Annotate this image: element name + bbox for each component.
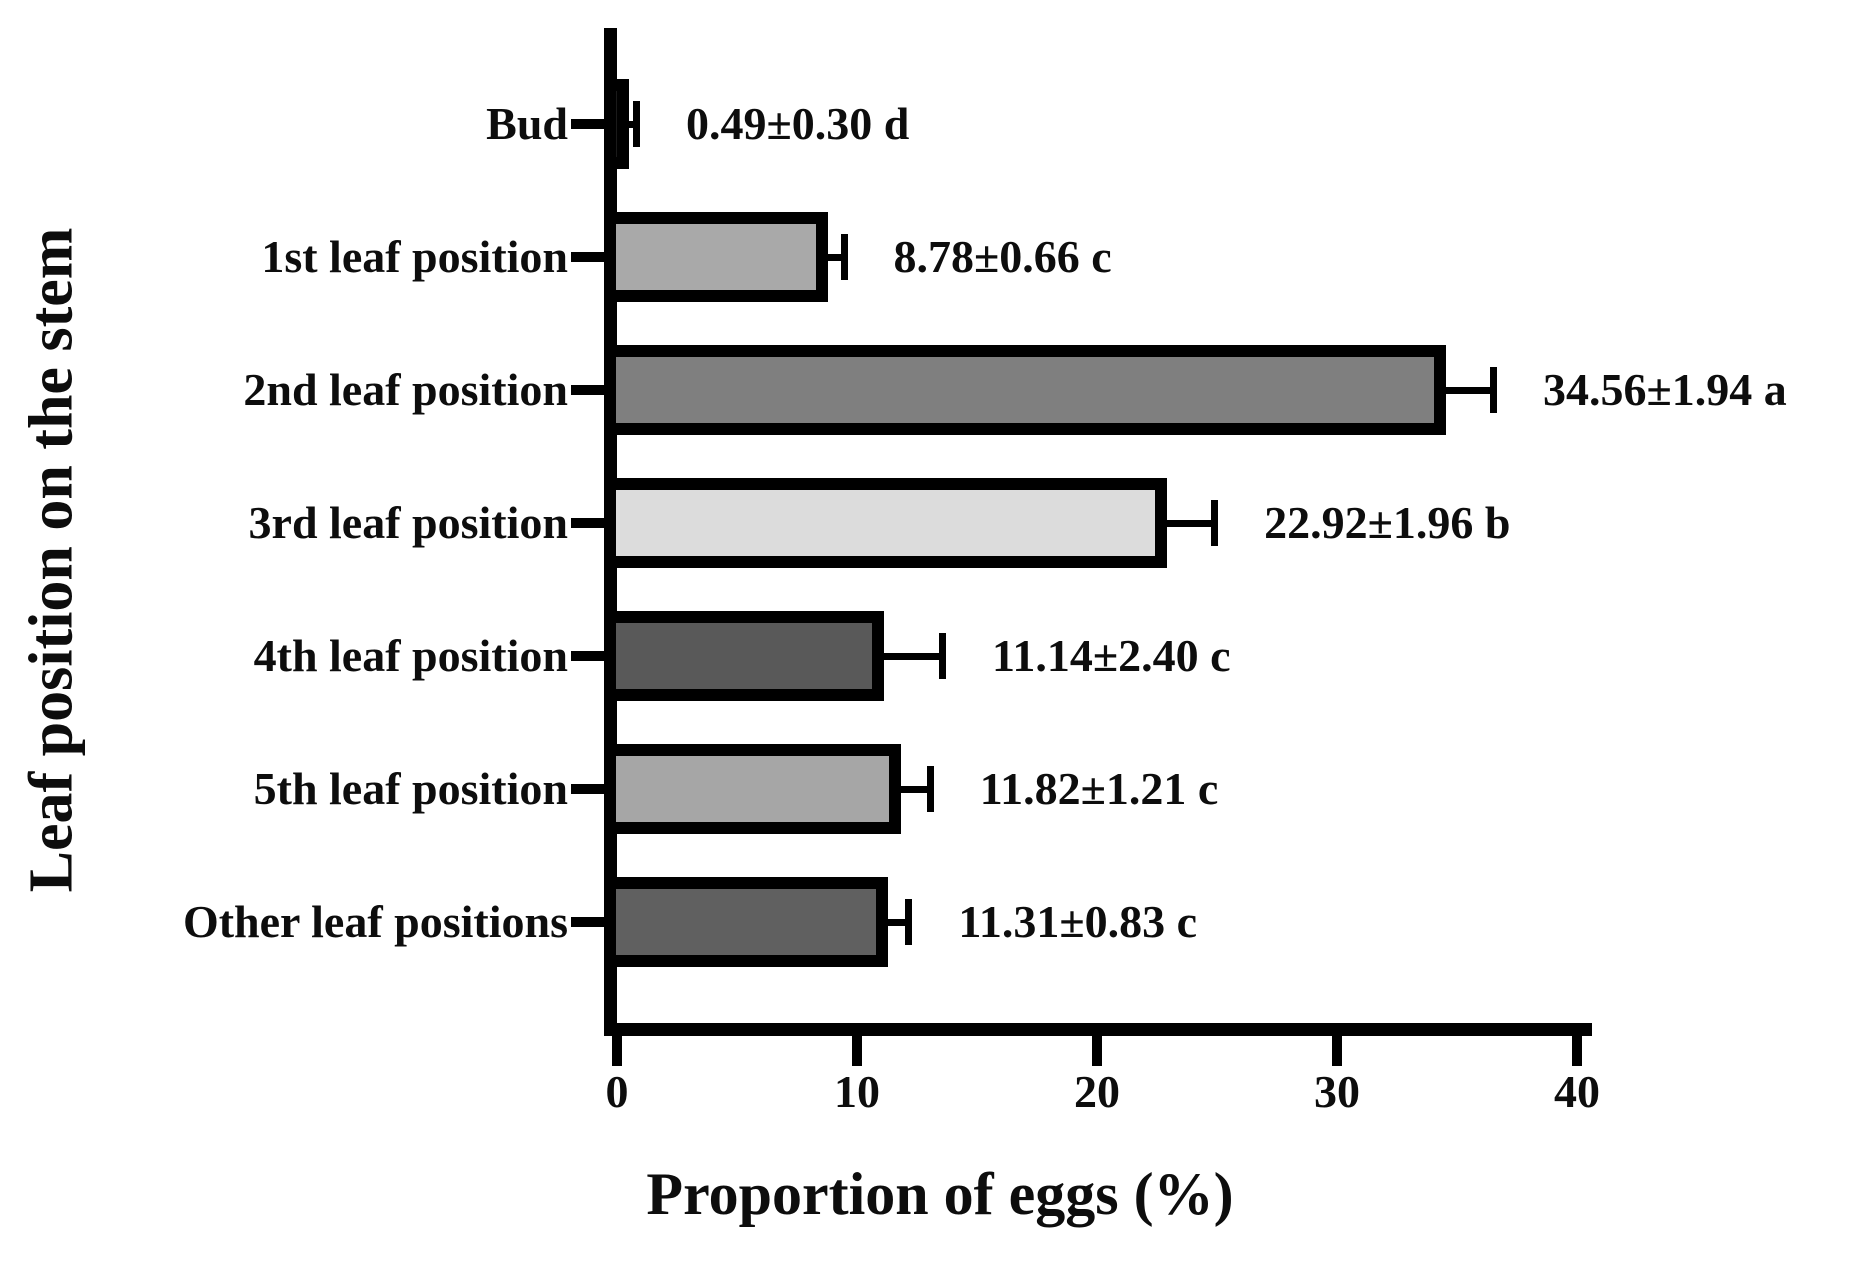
category-tick — [571, 651, 605, 661]
x-axis-tick — [1332, 1036, 1342, 1066]
category-tick — [571, 518, 605, 528]
value-label: 11.82±1.21 c — [979, 763, 1219, 814]
x-tick-label: 10 — [834, 1066, 880, 1117]
bar — [604, 79, 629, 169]
error-bar-cap — [938, 633, 946, 679]
error-bar-cap — [926, 766, 934, 812]
category-label: Other leaf positions — [182, 896, 568, 947]
error-bar-line — [884, 653, 942, 660]
error-bar-cap — [1211, 500, 1219, 546]
error-bar-line — [827, 254, 844, 261]
category-label: 5th leaf position — [253, 763, 568, 814]
x-axis-tick — [1572, 1036, 1582, 1066]
x-tick-label: 30 — [1314, 1066, 1360, 1117]
error-bar-line — [628, 121, 636, 128]
category-label: 1st leaf position — [261, 231, 568, 282]
value-label: 0.49±0.30 d — [685, 98, 910, 149]
error-bar-line — [1446, 387, 1493, 394]
bar — [604, 478, 1168, 568]
error-bar-cap — [840, 234, 848, 280]
x-axis-line — [604, 1023, 1592, 1036]
x-tick-label: 40 — [1554, 1066, 1600, 1117]
error-bar-line — [900, 786, 930, 793]
bar — [604, 345, 1447, 435]
error-bar-line — [1167, 520, 1215, 527]
value-label: 11.31±0.83 c — [958, 896, 1197, 947]
x-axis-tick — [852, 1036, 862, 1066]
value-label: 22.92±1.96 b — [1264, 497, 1511, 548]
category-label: Bud — [486, 98, 568, 149]
x-axis-tick — [1092, 1036, 1102, 1066]
x-axis-tick — [612, 1036, 622, 1066]
value-label: 8.78±0.66 c — [893, 231, 1112, 282]
value-label: 11.14±2.40 c — [991, 630, 1231, 681]
bar — [604, 611, 885, 701]
error-bar-cap — [632, 101, 640, 147]
value-label: 34.56±1.94 a — [1543, 364, 1787, 415]
category-tick — [571, 252, 605, 262]
category-tick — [571, 784, 605, 794]
x-tick-label: 0 — [605, 1066, 629, 1117]
bar — [604, 744, 901, 834]
bar — [604, 877, 889, 967]
category-tick — [571, 119, 605, 129]
error-bar-cap — [905, 899, 913, 945]
category-label: 3rd leaf position — [248, 497, 568, 548]
category-label: 2nd leaf position — [243, 364, 568, 415]
x-tick-label: 20 — [1074, 1066, 1120, 1117]
category-tick — [571, 917, 605, 927]
error-bar-line — [888, 919, 909, 926]
error-bar-cap — [1490, 367, 1497, 413]
category-label: 4th leaf position — [253, 630, 568, 681]
bar — [604, 212, 828, 302]
category-tick — [571, 385, 605, 395]
x-axis-title: Proportion of eggs (%) — [646, 1161, 1234, 1227]
